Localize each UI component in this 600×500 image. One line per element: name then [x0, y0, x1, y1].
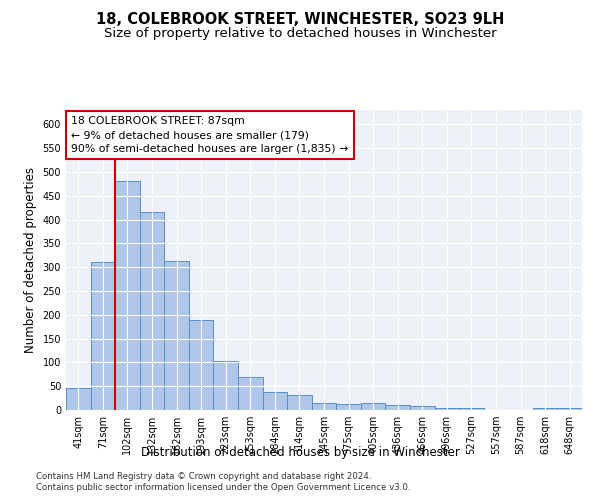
Text: 18, COLEBROOK STREET, WINCHESTER, SO23 9LH: 18, COLEBROOK STREET, WINCHESTER, SO23 9… — [96, 12, 504, 28]
Text: Contains public sector information licensed under the Open Government Licence v3: Contains public sector information licen… — [36, 484, 410, 492]
Text: 18 COLEBROOK STREET: 87sqm
← 9% of detached houses are smaller (179)
90% of semi: 18 COLEBROOK STREET: 87sqm ← 9% of detac… — [71, 116, 349, 154]
Bar — [140, 212, 164, 410]
Bar — [66, 388, 91, 410]
Bar — [312, 403, 336, 410]
Text: Contains HM Land Registry data © Crown copyright and database right 2024.: Contains HM Land Registry data © Crown c… — [36, 472, 371, 481]
Y-axis label: Number of detached properties: Number of detached properties — [24, 167, 37, 353]
Bar — [115, 182, 140, 410]
Bar — [336, 404, 361, 410]
Bar — [214, 362, 238, 410]
Bar — [189, 320, 214, 410]
Bar — [164, 261, 189, 410]
Bar — [263, 392, 287, 410]
Bar — [385, 405, 410, 410]
Bar — [459, 408, 484, 410]
Bar — [557, 408, 582, 410]
Text: Size of property relative to detached houses in Winchester: Size of property relative to detached ho… — [104, 28, 496, 40]
Bar — [410, 406, 434, 410]
Bar — [533, 408, 557, 410]
Text: Distribution of detached houses by size in Winchester: Distribution of detached houses by size … — [140, 446, 460, 459]
Bar — [238, 376, 263, 410]
Bar — [91, 262, 115, 410]
Bar — [361, 403, 385, 410]
Bar — [287, 395, 312, 410]
Bar — [434, 408, 459, 410]
